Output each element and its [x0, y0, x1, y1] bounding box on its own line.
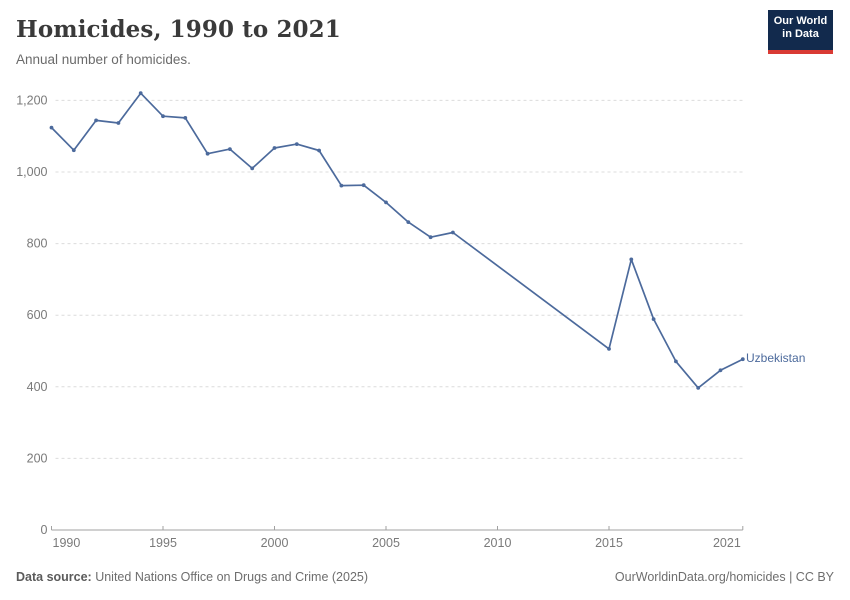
- data-point-marker[interactable]: [205, 151, 210, 156]
- data-point-marker[interactable]: [740, 357, 745, 362]
- data-point-marker[interactable]: [339, 183, 344, 188]
- owid-logo: Our World in Data: [768, 10, 833, 54]
- chart-footer: Data source: United Nations Office on Dr…: [16, 570, 834, 584]
- x-axis-tick-label: 2021: [713, 536, 741, 550]
- chart-subtitle: Annual number of homicides.: [16, 52, 191, 67]
- data-point-marker[interactable]: [317, 148, 321, 153]
- y-axis-tick-label: 1,000: [16, 165, 47, 179]
- data-point-marker[interactable]: [718, 368, 723, 373]
- data-point-marker[interactable]: [674, 359, 678, 364]
- data-point-marker[interactable]: [71, 148, 76, 153]
- data-point-marker[interactable]: [406, 220, 411, 225]
- data-point-marker[interactable]: [116, 121, 121, 125]
- data-point-marker[interactable]: [607, 347, 611, 351]
- data-point-marker[interactable]: [451, 230, 455, 235]
- data-point-marker[interactable]: [384, 200, 388, 205]
- y-axis-tick-label: 0: [41, 523, 48, 537]
- x-axis-tick-label: 1995: [149, 536, 177, 550]
- x-axis-tick-label: 1990: [53, 536, 81, 550]
- data-point-marker[interactable]: [183, 116, 188, 120]
- data-point-marker[interactable]: [629, 257, 634, 262]
- page-title: Homicides, 1990 to 2021: [16, 16, 341, 43]
- data-point-marker[interactable]: [49, 125, 54, 130]
- data-point-marker[interactable]: [294, 142, 299, 147]
- series-line[interactable]: [50, 92, 744, 389]
- series-label-uzbekistan: Uzbekistan: [746, 351, 806, 365]
- data-source-text: United Nations Office on Drugs and Crime…: [91, 570, 369, 584]
- data-point-marker[interactable]: [161, 114, 165, 119]
- data-point-marker[interactable]: [651, 317, 656, 321]
- owid-logo-line1: Our World: [773, 15, 828, 27]
- x-axis-tick-label: 2015: [595, 536, 623, 550]
- credit-link[interactable]: OurWorldinData.org/homicides | CC BY: [614, 570, 834, 584]
- y-axis-tick-label: 200: [27, 451, 48, 465]
- y-axis-tick-label: 600: [27, 308, 48, 322]
- data-point-marker[interactable]: [250, 166, 255, 171]
- data-source-note[interactable]: Data source: United Nations Office on Dr…: [16, 570, 368, 584]
- data-point-marker[interactable]: [696, 386, 701, 390]
- data-point-marker[interactable]: [361, 183, 366, 188]
- y-axis-tick-label: 800: [27, 237, 48, 251]
- x-axis-tick-label: 2000: [261, 536, 289, 550]
- data-point-marker[interactable]: [272, 146, 277, 150]
- y-axis-tick-label: 1,200: [16, 93, 47, 107]
- data-point-marker[interactable]: [138, 91, 143, 96]
- y-axis-tick-label: 400: [27, 380, 48, 394]
- data-point-marker[interactable]: [228, 147, 232, 152]
- data-source-label: Data source:: [16, 570, 92, 584]
- x-axis-tick-label: 2005: [372, 536, 400, 550]
- data-point-marker[interactable]: [94, 118, 98, 123]
- data-point-marker[interactable]: [428, 235, 433, 240]
- x-axis-tick-label: 2010: [484, 536, 512, 550]
- owid-logo-line2: in Data: [782, 28, 819, 40]
